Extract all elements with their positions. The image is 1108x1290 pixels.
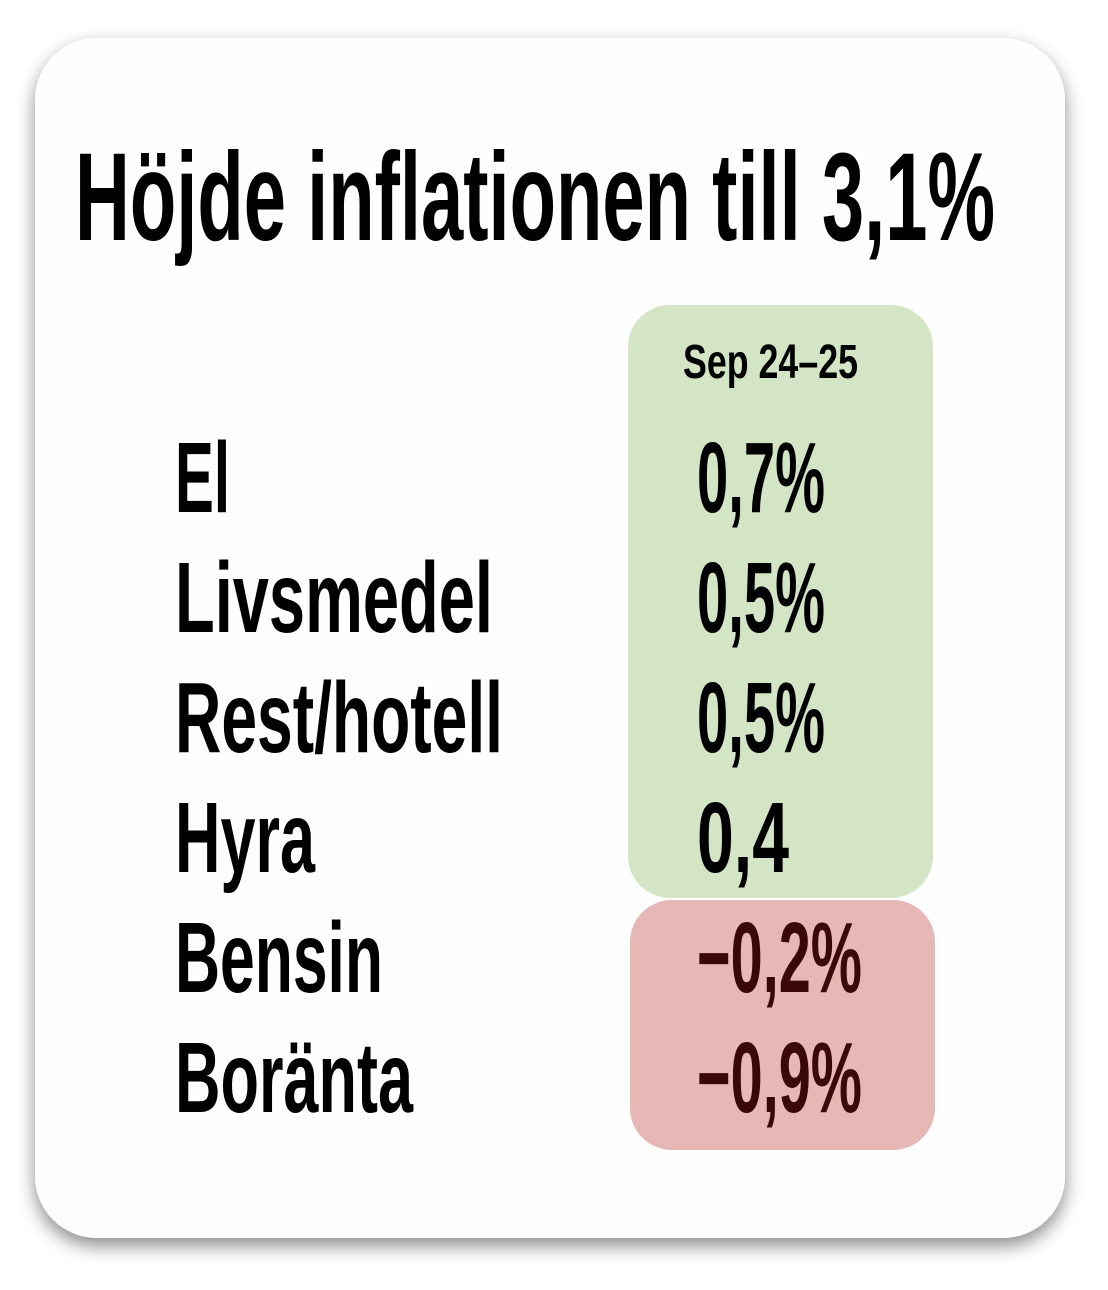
- row-label: Bensin: [175, 902, 383, 1014]
- row-label: Rest/hotell: [175, 662, 503, 774]
- column-header: Sep 24–25: [683, 336, 858, 389]
- row-label: El: [175, 422, 230, 534]
- row-value: −0,2%: [697, 902, 862, 1014]
- row-value: 0,5%: [697, 542, 825, 654]
- row-value: 0,4: [697, 782, 789, 894]
- row-label: Livsmedel: [175, 542, 493, 654]
- row-label: Hyra: [175, 782, 316, 894]
- title: Höjde inflationen till 3,1%: [75, 128, 995, 267]
- row-value: −0,9%: [697, 1022, 862, 1134]
- row-value: 0,7%: [697, 422, 825, 534]
- row-value: 0,5%: [697, 662, 825, 774]
- positive-box: [628, 305, 933, 898]
- row-label: Boränta: [175, 1022, 414, 1134]
- negative-box: [630, 900, 935, 1150]
